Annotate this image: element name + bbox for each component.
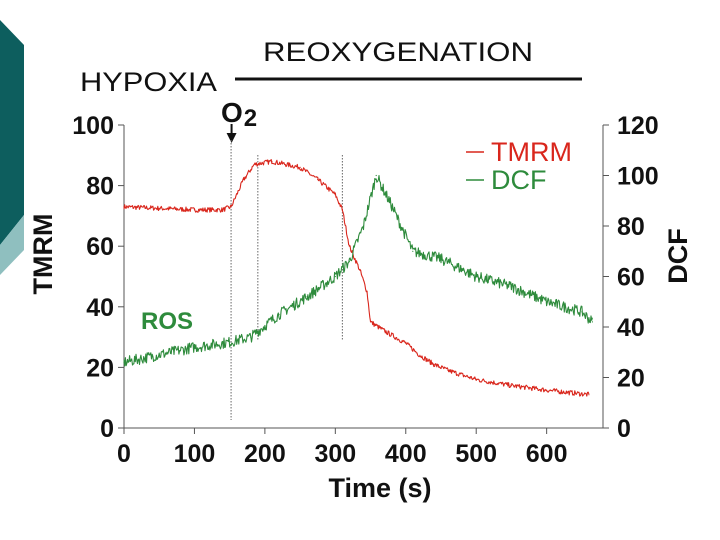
right-tick-label: 100	[617, 163, 659, 191]
x-tick-label: 0	[117, 440, 131, 468]
left-tick-label: 40	[86, 294, 114, 322]
data-point-tmrm	[366, 291, 368, 293]
event-marker-arrow	[226, 124, 237, 143]
data-point-tmrm	[123, 206, 125, 208]
left-tick-label: 100	[72, 112, 114, 140]
right-axis-title: DCF	[663, 228, 693, 284]
data-point-tmrm	[359, 269, 361, 271]
right-tick-label: 60	[617, 264, 645, 292]
data-point-dcf	[250, 336, 252, 338]
left-axis-ticks: 0 20 40 60 80 100	[72, 112, 124, 443]
x-tick-label: 500	[455, 440, 497, 468]
legend-label-dcf: DCF	[491, 165, 547, 195]
data-point-tmrm	[546, 389, 548, 391]
data-point-tmrm	[243, 178, 245, 181]
data-point-tmrm	[193, 209, 195, 211]
data-point-dcf	[193, 346, 195, 348]
data-point-dcf	[581, 311, 583, 313]
data-point-tmrm	[433, 363, 435, 365]
right-axis-ticks: 0 20 40 60 80 100 120	[603, 112, 659, 443]
right-tick-label: 120	[617, 112, 659, 140]
phase-label-hypoxia: HYPOXIA	[80, 67, 217, 97]
data-point-tmrm	[510, 385, 512, 387]
data-point-tmrm	[384, 330, 386, 332]
series-line-dcf	[123, 175, 593, 367]
event-marker-label: O2	[221, 97, 257, 132]
sidebar-decoration-light	[0, 215, 24, 275]
legend: TMRM DCF	[466, 137, 572, 195]
right-tick-label: 0	[617, 415, 631, 443]
series-lines	[123, 159, 594, 397]
sidebar-decoration-dark	[0, 20, 24, 245]
data-point-dcf	[375, 174, 377, 177]
data-point-dcf	[278, 313, 280, 315]
series-line-tmrm	[123, 159, 590, 397]
data-point-dcf	[546, 301, 548, 303]
event-marker-label-sub: 2	[244, 105, 257, 132]
legend-label-tmrm: TMRM	[491, 137, 572, 167]
data-point-tmrm	[341, 209, 343, 211]
data-point-dcf	[440, 258, 442, 260]
phase-label-reoxygenation: REOXYGENATION	[263, 37, 533, 67]
data-point-dcf	[158, 354, 160, 356]
data-point-tmrm	[369, 321, 372, 323]
data-point-dcf	[229, 341, 231, 343]
data-point-dcf	[348, 260, 350, 262]
x-tick-label: 400	[385, 440, 427, 468]
data-point-tmrm	[447, 369, 449, 371]
left-axis-title: TMRM	[28, 214, 58, 295]
left-tick-label: 0	[100, 415, 114, 443]
data-point-tmrm	[348, 245, 350, 247]
data-point-dcf	[591, 321, 594, 323]
ros-annotation: ROS	[141, 308, 193, 335]
x-tick-label: 200	[244, 440, 286, 468]
data-point-tmrm	[588, 394, 590, 396]
data-point-dcf	[123, 361, 125, 363]
data-point-dcf	[334, 275, 336, 278]
data-point-tmrm	[222, 209, 224, 211]
right-tick-label: 20	[617, 365, 645, 393]
data-point-dcf	[510, 286, 512, 288]
x-tick-label: 300	[314, 440, 356, 468]
data-point-dcf	[362, 225, 365, 227]
left-tick-label: 80	[86, 173, 114, 201]
data-point-dcf	[391, 205, 393, 207]
data-point-dcf	[306, 296, 308, 298]
data-point-tmrm	[253, 163, 255, 165]
x-axis-title: Time (s)	[328, 473, 431, 503]
data-point-tmrm	[271, 160, 273, 162]
reference-lines	[230, 140, 343, 420]
data-point-tmrm	[475, 378, 477, 381]
left-tick-label: 60	[86, 233, 114, 261]
data-point-tmrm	[230, 206, 232, 208]
data-point-tmrm	[405, 342, 407, 344]
data-point-tmrm	[334, 194, 336, 196]
data-point-tmrm	[317, 178, 319, 181]
data-point-dcf	[475, 275, 477, 278]
event-marker-label-main: O	[221, 97, 243, 128]
x-axis-ticks: 0 100 200 300 400 500 600	[117, 428, 568, 468]
x-tick-label: 600	[526, 440, 568, 468]
left-tick-label: 20	[86, 354, 114, 382]
data-point-tmrm	[158, 207, 160, 209]
x-tick-label: 100	[174, 440, 216, 468]
event-marker-head	[226, 133, 237, 143]
data-point-tmrm	[419, 354, 421, 356]
data-point-dcf	[412, 250, 414, 252]
right-tick-label: 80	[617, 213, 645, 241]
data-point-tmrm	[299, 166, 301, 168]
right-tick-label: 40	[617, 314, 645, 342]
